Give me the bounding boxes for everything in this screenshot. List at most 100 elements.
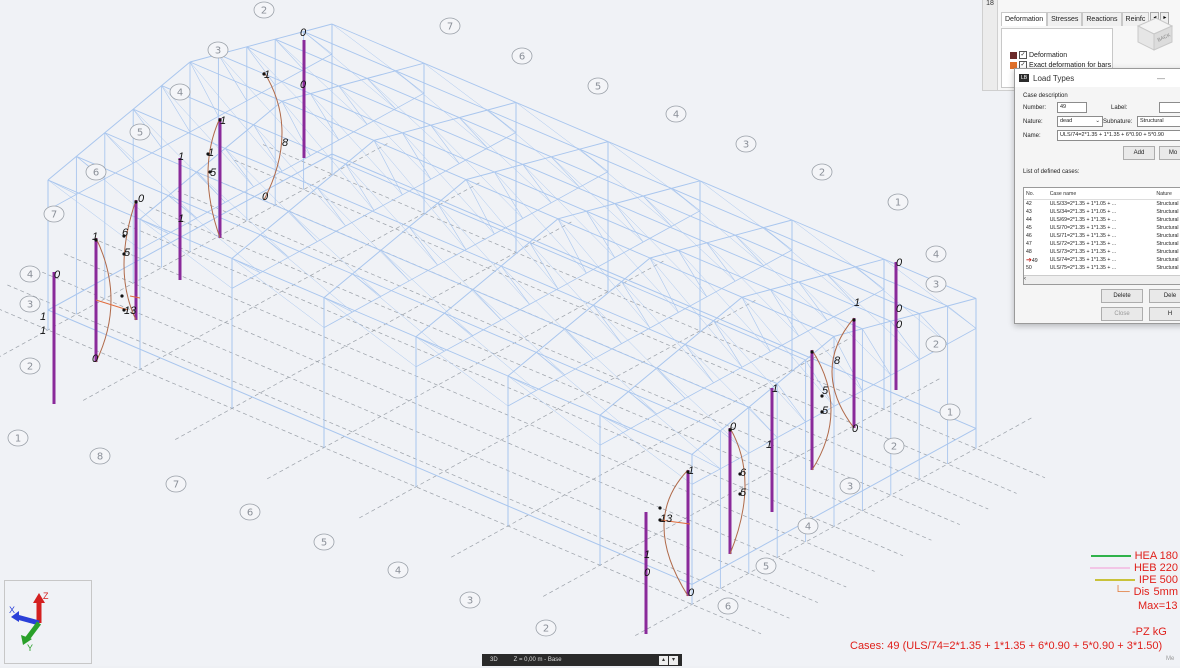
view-cube-icon[interactable]: BACK (1132, 12, 1176, 52)
grid-bubble[interactable]: 7 (43, 205, 65, 223)
minimize-button[interactable]: — (1157, 73, 1165, 83)
delete-button[interactable]: Delete (1101, 289, 1143, 303)
grid-bubble[interactable]: 6 (717, 597, 739, 615)
tab-deformation[interactable]: Deformation (1001, 12, 1048, 26)
table-row[interactable]: 42 ULS/33=2*1.35 + 1*1.05 + ... Structural (1024, 200, 1180, 209)
tab-reactions[interactable]: Reactions (1082, 12, 1122, 26)
grid-bubble[interactable]: 5 (587, 77, 609, 95)
frame-member (947, 328, 977, 345)
axis-z-label: Z (43, 591, 49, 601)
subnature-select[interactable]: Structural (1137, 116, 1180, 127)
grid-bubble[interactable]: 4 (387, 561, 409, 579)
table-row[interactable]: 44 ULS/69=2*1.35 + 1*1.35 + ... Structural (1024, 216, 1180, 224)
grid-bubble[interactable]: 3 (925, 275, 947, 293)
grid-bubble[interactable]: 2 (535, 619, 557, 637)
grid-bubble[interactable]: 3 (459, 591, 481, 609)
help-button[interactable]: H (1149, 307, 1180, 321)
grid-bubble[interactable]: 7 (165, 475, 187, 493)
case-number: 47 (1026, 241, 1032, 247)
grid-bubble-label: 4 (395, 566, 401, 577)
grid-bubble[interactable]: 5 (755, 557, 777, 575)
grid-bubble[interactable]: 2 (19, 357, 41, 375)
delete-all-button[interactable]: Dele (1149, 289, 1180, 303)
grid-bubble[interactable]: 4 (925, 245, 947, 263)
frame-member (501, 265, 594, 306)
load-types-dialog[interactable]: LB Load Types — Case description Number:… (1014, 68, 1180, 324)
grid-bubble[interactable]: 1 (939, 403, 961, 421)
diagram-value-label: 1 (854, 297, 860, 309)
table-row[interactable]: 48 ULS/73=2*1.35 + 1*1.35 + ... Structural (1024, 248, 1180, 256)
grid-bubble[interactable]: 2 (883, 437, 905, 455)
frame-member (133, 147, 162, 164)
view-mode[interactable]: 3D (490, 657, 498, 663)
frame-member (827, 266, 856, 275)
table-row[interactable]: 50 ULS/75=2*1.35 + 1*1.35 + ... Structural (1024, 264, 1180, 272)
grid-bubble[interactable]: 6 (85, 163, 107, 181)
level-down-icon[interactable]: ▾ (669, 655, 678, 665)
grid-bubble[interactable]: 3 (207, 41, 229, 59)
table-row[interactable]: 46 ULS/71=2*1.35 + 1*1.35 + ... Structural (1024, 232, 1180, 240)
grid-bubble[interactable]: 6 (511, 47, 533, 65)
checkbox-checked-icon[interactable]: ✓ (1019, 51, 1027, 59)
grid-bubble[interactable]: 4 (19, 265, 41, 283)
frame-member (798, 273, 828, 283)
number-input[interactable]: 49 (1057, 102, 1087, 113)
frame-member (402, 132, 495, 235)
frame-member (345, 210, 375, 227)
grid-bubble[interactable]: 8 (89, 447, 111, 465)
horizontal-scrollbar[interactable]: ‹ (1024, 275, 1180, 284)
grid-bubble[interactable]: 3 (19, 295, 41, 313)
label-input[interactable] (1159, 102, 1180, 113)
grid-bubble[interactable]: 1 (7, 429, 29, 447)
level-up-icon[interactable]: ▴ (659, 655, 668, 665)
nature-label: Nature: (1023, 119, 1043, 125)
grid-bubble[interactable]: 2 (925, 335, 947, 353)
frame-member (551, 156, 644, 243)
legend-swatch (1094, 579, 1135, 581)
tab-reinforcement[interactable]: Reinfc (1121, 12, 1150, 26)
table-row[interactable]: 45 ULS/70=2*1.35 + 1*1.35 + ... Structural (1024, 224, 1180, 232)
grid-bubble[interactable]: 2 (811, 163, 833, 181)
level-selector[interactable]: Z = 0,00 m - Base (513, 657, 562, 663)
grid-bubble[interactable]: 3 (839, 477, 861, 495)
grid-bubble[interactable]: 7 (439, 17, 461, 35)
frame-member (770, 289, 800, 337)
frame-member (805, 406, 835, 423)
frame-member (487, 109, 580, 150)
name-input[interactable]: ULS/74=2*1.35 + 1*1.35 + 6*0.90 + 5*0.90 (1057, 130, 1180, 141)
diagram-value-label: 6 (122, 227, 129, 239)
frame-member (423, 63, 517, 133)
defined-cases-list[interactable]: No. Case name Nature 42 ULS/33=2*1.35 + 1… (1023, 187, 1180, 285)
grid-bubble[interactable]: 4 (169, 83, 191, 101)
frame-member (706, 234, 736, 244)
dialog-titlebar[interactable]: LB Load Types — (1015, 69, 1180, 87)
frame-member (862, 328, 892, 376)
grid-bubble[interactable]: 4 (665, 105, 687, 123)
node-dot (218, 118, 222, 122)
modify-button[interactable]: Mo (1159, 146, 1180, 160)
grid-bubble[interactable]: 5 (313, 533, 335, 551)
add-button[interactable]: Add (1123, 146, 1155, 160)
grid-bubble[interactable]: 6 (239, 503, 261, 521)
grid-bubble[interactable]: 3 (735, 135, 757, 153)
table-row[interactable]: ➔49 ULS/74=2*1.35 + 1*1.35 + ... Structura… (1024, 256, 1180, 264)
close-button[interactable]: Close (1101, 307, 1143, 321)
tab-stresses[interactable]: Stresses (1047, 12, 1083, 26)
scroll-left-icon[interactable]: ‹ (1024, 276, 1026, 282)
frame-member (458, 117, 488, 149)
deformation-option[interactable]: ✓ Deformation (1010, 51, 1067, 59)
table-row[interactable]: 43 ULS/34=2*1.35 + 1*1.05 + ... Structural (1024, 208, 1180, 216)
grid-bubble[interactable]: 2 (253, 1, 275, 19)
frame-member (557, 218, 651, 329)
grid-bubble[interactable]: 4 (797, 517, 819, 535)
frame-member (168, 195, 261, 236)
view-status-bar[interactable]: 3D Z = 0,00 m - Base ▴ ▾ (482, 654, 682, 666)
grid-bubble[interactable]: 5 (129, 123, 151, 141)
nature-select[interactable]: dead ⌄ (1057, 116, 1103, 127)
grid-bubble[interactable]: 1 (887, 193, 909, 211)
unit-label: -PZ kG (1132, 626, 1167, 638)
table-row[interactable]: 47 ULS/72=2*1.35 + 1*1.35 + ... Structural (1024, 240, 1180, 248)
grid-bubble-circle (717, 597, 739, 615)
